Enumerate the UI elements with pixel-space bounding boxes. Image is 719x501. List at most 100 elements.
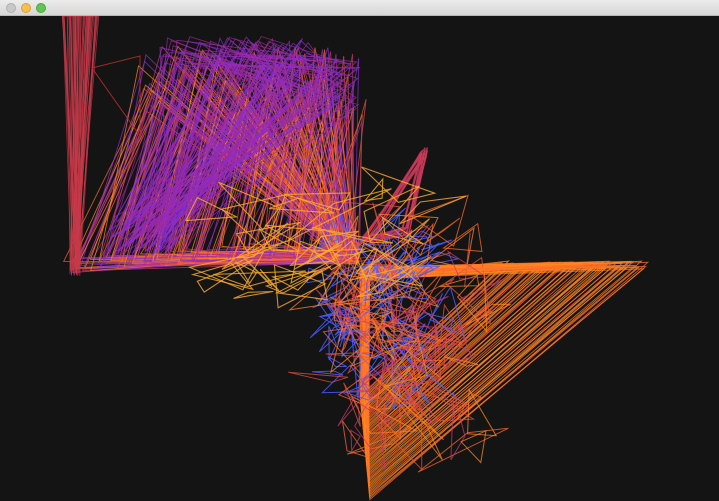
stroke-triangle <box>333 270 358 327</box>
stroke-triangle <box>456 266 488 333</box>
stroke-triangle <box>233 290 274 299</box>
stroke-triangle <box>340 389 394 426</box>
stroke-triangle <box>317 237 357 306</box>
stroke-triangle <box>363 177 384 202</box>
stroke-triangle <box>418 336 473 373</box>
stroke-triangle <box>155 38 303 249</box>
stroke-triangle <box>190 262 255 291</box>
stroke-triangle <box>385 278 463 344</box>
zoom-button[interactable] <box>36 3 46 13</box>
stroke-triangle <box>70 16 87 268</box>
stroke-triangle <box>410 310 492 359</box>
stroke-triangle <box>413 324 464 372</box>
stroke-triangle <box>365 261 650 501</box>
stroke-triangle <box>70 16 94 272</box>
stroke-triangle <box>355 368 423 408</box>
stroke-triangle <box>371 241 399 326</box>
stroke-triangle <box>286 188 392 243</box>
stroke-triangle <box>426 387 456 427</box>
stroke-triangle <box>184 196 239 222</box>
stroke-triangle <box>387 388 443 461</box>
stroke-triangle <box>235 121 349 265</box>
stroke-triangle <box>259 268 280 291</box>
stroke-triangle <box>393 224 430 249</box>
stroke-triangle <box>356 255 432 298</box>
stroke-triangle <box>363 185 420 243</box>
stroke-triangle <box>218 181 281 231</box>
stroke-triangle <box>395 371 476 422</box>
stroke-triangle <box>347 427 412 455</box>
stroke-triangle <box>66 16 86 275</box>
stroke-triangle <box>372 202 395 285</box>
stroke-triangle <box>318 77 352 260</box>
close-button[interactable] <box>6 3 16 13</box>
stroke-triangle <box>142 41 287 249</box>
stroke-triangle <box>332 272 420 302</box>
stroke-triangle <box>443 304 491 371</box>
stroke-triangle <box>386 251 406 275</box>
stroke-triangle <box>135 43 346 233</box>
stroke-triangle <box>409 325 450 354</box>
stroke-triangle <box>416 266 434 278</box>
stroke-triangle <box>264 265 332 294</box>
stroke-triangle <box>235 221 301 255</box>
stroke-triangle <box>161 39 343 223</box>
stroke-triangle <box>290 240 342 285</box>
stroke-triangle <box>460 429 487 464</box>
stroke-triangle <box>381 216 424 245</box>
stroke-triangle <box>373 320 395 362</box>
stroke-triangle <box>340 318 356 353</box>
stroke-triangle <box>153 62 330 251</box>
stroke-triangle <box>377 213 439 256</box>
stroke-triangle <box>306 230 359 265</box>
stroke-triangle <box>416 217 461 250</box>
stroke-triangle <box>386 339 435 383</box>
stroke-triangle <box>430 226 475 269</box>
stroke-triangle <box>347 323 421 375</box>
stroke-triangle <box>91 55 141 138</box>
stroke-triangle <box>163 40 358 229</box>
stroke-triangle <box>268 197 335 214</box>
stroke-triangle <box>367 396 418 406</box>
stroke-triangle <box>317 217 338 250</box>
stroke-triangle <box>361 166 437 203</box>
stroke-triangle <box>382 335 428 388</box>
stroke-triangle <box>439 303 468 349</box>
stroke-triangle <box>467 387 498 437</box>
stroke-triangle <box>112 42 333 238</box>
stroke-triangle <box>342 420 369 458</box>
stroke-triangle <box>410 194 469 247</box>
stroke-triangle <box>72 16 95 275</box>
stroke-triangle <box>409 252 452 266</box>
stroke-triangle <box>374 334 418 344</box>
stroke-triangle <box>442 222 483 252</box>
title-bar[interactable] <box>0 0 719 16</box>
stroke-triangle <box>74 16 97 276</box>
stroke-triangle <box>293 49 342 260</box>
stroke-triangle <box>234 260 258 285</box>
stroke-triangle <box>327 356 347 368</box>
stroke-triangle <box>273 264 327 309</box>
stroke-triangle <box>350 429 361 453</box>
stroke-triangle <box>334 266 359 276</box>
stroke-triangle <box>288 371 349 383</box>
stroke-triangle <box>333 215 359 278</box>
stroke-triangle <box>130 54 326 243</box>
stroke-triangle <box>332 240 359 257</box>
minimize-button[interactable] <box>21 3 31 13</box>
stroke-triangle <box>417 427 509 473</box>
stroke-triangle <box>420 239 452 251</box>
stroke-triangle <box>289 235 336 267</box>
stroke-triangle <box>340 329 379 353</box>
stroke-triangle <box>128 59 296 224</box>
stroke-triangle <box>114 53 351 256</box>
stroke-triangle <box>328 325 337 361</box>
stroke-triangle <box>308 118 351 261</box>
stroke-triangle <box>355 246 423 287</box>
stroke-triangle <box>345 325 362 334</box>
stroke-triangle <box>311 370 344 376</box>
stroke-triangle <box>159 41 282 225</box>
sketch-canvas[interactable] <box>0 16 719 501</box>
stroke-triangle <box>399 195 467 225</box>
